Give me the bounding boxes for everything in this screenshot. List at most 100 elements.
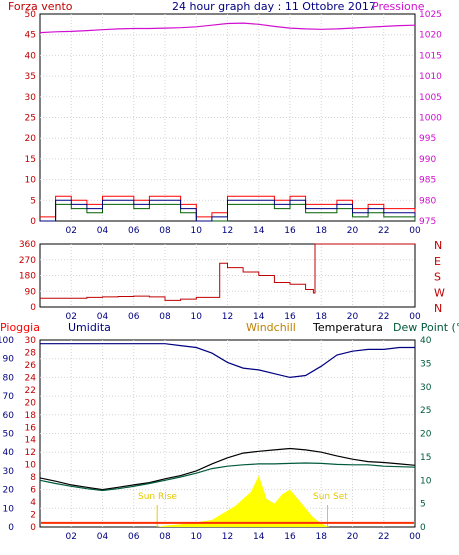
wind-y-tick-label: 35 bbox=[25, 72, 36, 82]
wind-x-tick-label: 16 bbox=[284, 226, 296, 236]
sunset-label: Sun Set bbox=[313, 492, 348, 502]
direction-x-tick-label: 20 bbox=[347, 312, 359, 322]
direction-x-tick-label: 14 bbox=[253, 312, 265, 322]
windchill-legend: Windchill bbox=[246, 321, 296, 334]
rain-y-tick-label: 0 bbox=[30, 523, 36, 533]
page-title: 24 hour graph day : 11 Ottobre 2017 bbox=[172, 0, 376, 13]
rain-y-tick-label: 6 bbox=[30, 486, 36, 496]
rain-y-tick-label: 14 bbox=[25, 436, 37, 446]
sun-area bbox=[157, 475, 330, 527]
temperature-y-tick-label: 20 bbox=[420, 430, 432, 440]
chart-marks: 02 04 06 08 10 12 14 16 18 20 22 000510152025303540… bbox=[0, 10, 445, 542]
sunrise-label: Sun Rise bbox=[138, 492, 177, 502]
temp-x-tick-label: 10 bbox=[191, 532, 203, 542]
temperature-y-tick-label: 40 bbox=[420, 336, 432, 346]
wind-x-tick-label: 00 bbox=[409, 226, 421, 236]
wind-x-tick-label: 18 bbox=[316, 226, 328, 236]
humidity-y-tick-label: 30 bbox=[3, 467, 15, 477]
rain-y-tick-label: 16 bbox=[25, 423, 37, 433]
humidity-y-tick-label: 80 bbox=[3, 373, 15, 383]
direction-y-tick-label: 360 bbox=[19, 240, 36, 250]
pressure-y-tick-label: 1025 bbox=[419, 10, 442, 20]
temp-x-tick-label: 12 bbox=[222, 532, 233, 542]
rain-y-tick-label: 8 bbox=[30, 473, 36, 483]
compass-label: W bbox=[434, 286, 445, 299]
temperature-y-tick-label: 35 bbox=[420, 359, 431, 369]
rain-y-tick-label: 20 bbox=[25, 398, 37, 408]
pressure-y-tick-label: 985 bbox=[419, 176, 436, 186]
direction-x-tick-label: 04 bbox=[97, 312, 109, 322]
direction-x-tick-label: 06 bbox=[128, 312, 140, 322]
humidity-y-tick-label: 40 bbox=[3, 448, 15, 458]
rain-y-tick-label: 12 bbox=[25, 448, 36, 458]
direction-x-tick-label: 12 bbox=[222, 312, 233, 322]
pressure-y-tick-label: 1020 bbox=[419, 31, 442, 41]
wind-x-tick-label: 14 bbox=[253, 226, 265, 236]
wind-y-tick-label: 50 bbox=[25, 10, 37, 20]
humidity-y-tick-label: 50 bbox=[3, 430, 15, 440]
temp-x-tick-label: 18 bbox=[316, 532, 328, 542]
pressure-line bbox=[39, 22, 416, 34]
pressure-y-tick-label: 990 bbox=[419, 155, 436, 165]
rain-y-tick-label: 30 bbox=[25, 336, 37, 346]
pressure-y-tick-label: 1000 bbox=[419, 114, 442, 124]
pressure-y-tick-label: 1005 bbox=[419, 93, 442, 103]
wind-x-tick-label: 20 bbox=[347, 226, 359, 236]
temperature-y-tick-label: 5 bbox=[420, 500, 426, 510]
temperature-y-tick-label: 10 bbox=[420, 476, 432, 486]
temp-x-tick-label: 06 bbox=[128, 532, 140, 542]
humidity-y-tick-label: 10 bbox=[3, 504, 15, 514]
wind-y-tick-label: 30 bbox=[25, 93, 37, 103]
temperature-line bbox=[39, 447, 416, 491]
temperature-y-tick-label: 25 bbox=[420, 406, 431, 416]
temp-x-tick-label: 20 bbox=[347, 532, 359, 542]
temperature-y-tick-label: 15 bbox=[420, 453, 431, 463]
temp-x-tick-label: 16 bbox=[284, 532, 296, 542]
temp-x-tick-label: 00 bbox=[409, 532, 421, 542]
direction-x-tick-label: 00 bbox=[409, 312, 421, 322]
rain-y-tick-label: 26 bbox=[25, 361, 37, 371]
humidity-line bbox=[40, 343, 415, 379]
direction-y-tick-label: 270 bbox=[19, 256, 36, 266]
rain-y-tick-label: 28 bbox=[25, 348, 37, 358]
direction-x-tick-label: 18 bbox=[316, 312, 328, 322]
temperature-y-tick-label: 30 bbox=[420, 383, 432, 393]
direction-x-tick-label: 08 bbox=[159, 312, 171, 322]
pressure-y-tick-label: 980 bbox=[419, 196, 436, 206]
compass-label: S bbox=[434, 271, 441, 284]
wind-x-tick-label: 06 bbox=[128, 226, 140, 236]
humidity-y-tick-label: 60 bbox=[3, 411, 15, 421]
pressure-y-tick-label: 1015 bbox=[419, 51, 442, 61]
compass-label: N bbox=[434, 239, 442, 252]
temperature-legend: Temperatura bbox=[312, 321, 383, 334]
rain-y-tick-label: 10 bbox=[25, 461, 37, 471]
wind-y-tick-label: 10 bbox=[25, 176, 37, 186]
direction-x-tick-label: 22 bbox=[378, 312, 389, 322]
pressure-y-tick-label: 1010 bbox=[419, 72, 442, 82]
direction-x-tick-label: 10 bbox=[191, 312, 203, 322]
wind-y-tick-label: 45 bbox=[25, 31, 36, 41]
wind-y-tick-label: 25 bbox=[25, 114, 36, 124]
humidity-y-tick-label: 20 bbox=[3, 486, 15, 496]
humidity-y-tick-label: 70 bbox=[3, 392, 15, 402]
temp-x-tick-label: 04 bbox=[97, 532, 109, 542]
direction-line bbox=[40, 243, 415, 301]
rain-axis-label: Pioggia bbox=[0, 321, 40, 334]
temperature-y-tick-label: 0 bbox=[420, 523, 426, 533]
pressure-y-tick-label: 995 bbox=[419, 134, 436, 144]
temp-x-tick-label: 02 bbox=[66, 532, 77, 542]
rain-bar bbox=[41, 521, 414, 524]
pressure-y-tick-label: 975 bbox=[419, 217, 436, 227]
wind-x-tick-label: 02 bbox=[66, 226, 77, 236]
wind-x-tick-label: 04 bbox=[97, 226, 109, 236]
direction-y-tick-label: 180 bbox=[19, 272, 36, 282]
direction-y-tick-label: 90 bbox=[25, 287, 37, 297]
direction-x-tick-label: 16 bbox=[284, 312, 296, 322]
rain-y-tick-label: 4 bbox=[30, 498, 36, 508]
humidity-y-tick-label: 90 bbox=[3, 355, 15, 365]
wind-x-tick-label: 08 bbox=[159, 226, 171, 236]
pressure-axis-label: Pressione bbox=[372, 0, 425, 13]
dewpoint-line bbox=[39, 462, 416, 492]
wind-x-tick-label: 12 bbox=[222, 226, 233, 236]
